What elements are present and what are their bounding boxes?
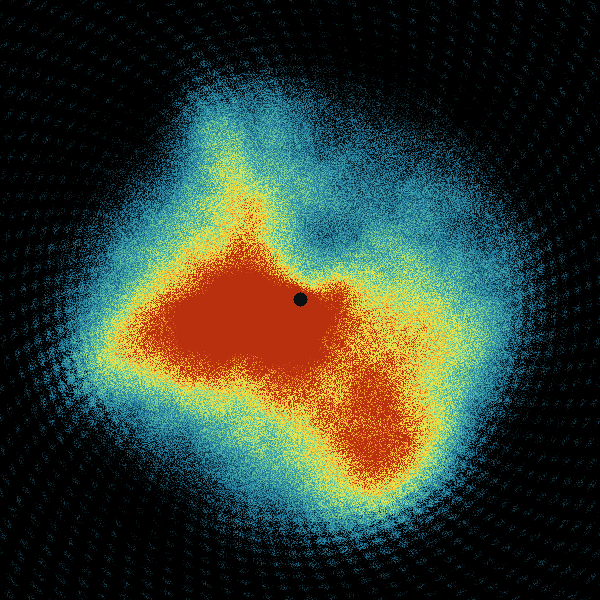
intensity-map-figure: Diffuse emission intensity map (0, 0, 600, 600)
intensity-map-canvas (0, 0, 600, 600)
